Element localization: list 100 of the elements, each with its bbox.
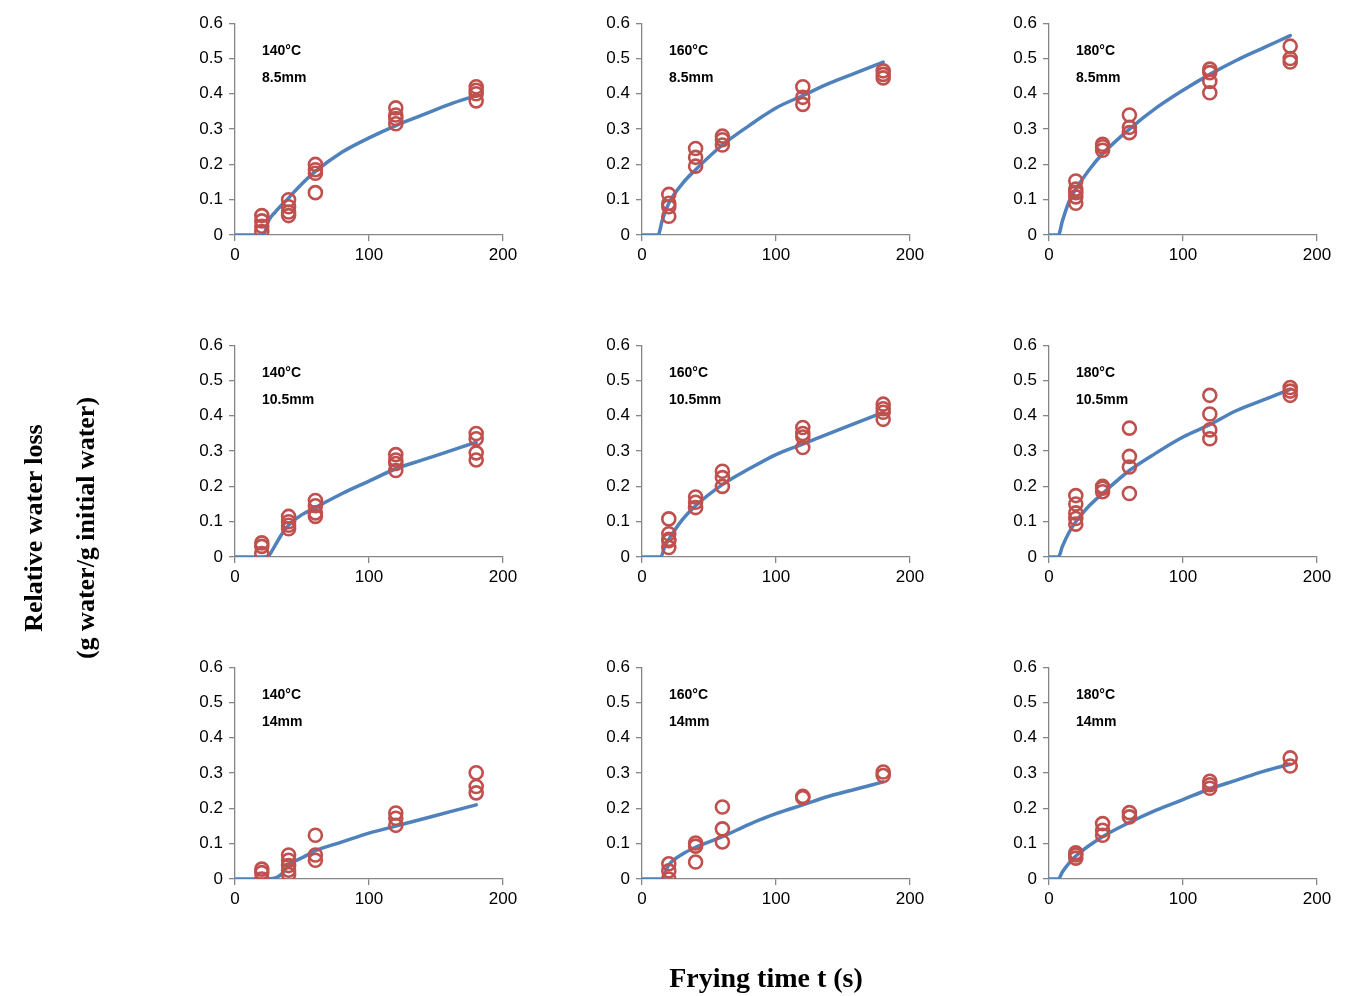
- point: [661, 539, 677, 556]
- point: [875, 400, 891, 417]
- y-tick-label: 0.3: [606, 762, 630, 782]
- point: [687, 489, 704, 505]
- y-tick-label: 0.2: [1013, 476, 1037, 496]
- x-tick-label: 100: [761, 888, 791, 908]
- point: [795, 419, 811, 436]
- point: [280, 191, 297, 208]
- y-tick-label: 0.5: [1013, 48, 1037, 68]
- annotation: 160°C: [669, 364, 709, 381]
- y-tick-label: 0.5: [1013, 370, 1037, 390]
- annotation: 14mm: [669, 713, 710, 730]
- x-tick-label: 200: [895, 244, 925, 264]
- x-tick-label: 0: [637, 566, 647, 586]
- point: [1202, 430, 1218, 447]
- point: [714, 128, 731, 144]
- y-tick-label: 0.6: [199, 656, 223, 676]
- point: [795, 89, 811, 106]
- point: [1121, 448, 1138, 465]
- annotation: 180°C: [1076, 364, 1116, 381]
- point: [1202, 406, 1218, 422]
- x-tick-label: 100: [1168, 566, 1198, 586]
- point: [875, 63, 891, 79]
- point: [1121, 119, 1138, 136]
- x-tick-label: 200: [1302, 566, 1332, 586]
- point: [1094, 827, 1111, 844]
- x-tick-label: 100: [1168, 888, 1198, 908]
- y-tick-label: 0.6: [606, 12, 630, 32]
- y-tick-label: 0.4: [199, 727, 223, 747]
- point: [875, 404, 891, 421]
- y-tick-label: 0.4: [1013, 727, 1037, 747]
- point: [307, 498, 324, 514]
- point: [875, 396, 891, 412]
- point: [795, 429, 811, 445]
- point: [1068, 505, 1084, 521]
- point: [468, 778, 484, 795]
- point: [1068, 510, 1084, 527]
- point: [1202, 422, 1218, 438]
- point: [1282, 758, 1298, 774]
- point: [254, 218, 270, 234]
- annotation: 10.5mm: [1076, 391, 1129, 408]
- point: [388, 462, 404, 479]
- y-tick-label: 0: [1027, 546, 1037, 566]
- x-tick-label: 100: [761, 566, 791, 586]
- x-tick-label: 200: [488, 566, 518, 586]
- point: [280, 198, 297, 215]
- x-tick-label: 200: [895, 888, 925, 908]
- point: [1282, 383, 1298, 399]
- point: [714, 478, 731, 495]
- y-tick-label: 0.5: [199, 692, 223, 712]
- point: [1282, 379, 1298, 396]
- point: [1202, 84, 1218, 101]
- y-tick-label: 0: [620, 224, 630, 244]
- y-tick-label: 0.5: [199, 370, 223, 390]
- y-tick-label: 0.6: [199, 12, 223, 32]
- y-tick-label: 0: [1027, 224, 1037, 244]
- y-tick-label: 0.3: [199, 762, 223, 782]
- point: [388, 107, 404, 123]
- x-tick-label: 200: [488, 244, 518, 264]
- point: [875, 70, 891, 86]
- point: [388, 110, 404, 127]
- y-tick-label: 0: [1027, 868, 1037, 888]
- annotation: 160°C: [669, 686, 709, 703]
- point: [388, 446, 404, 463]
- point: [1094, 483, 1111, 500]
- x-tick-label: 0: [230, 244, 240, 264]
- point: [388, 817, 404, 834]
- point: [307, 161, 324, 178]
- y-tick-label: 0: [213, 868, 223, 888]
- y-tick-label: 0.4: [606, 83, 630, 103]
- point: [307, 847, 324, 863]
- y-tick-label: 0.6: [606, 334, 630, 354]
- annotation: 10.5mm: [669, 391, 722, 408]
- y-tick-label: 0.1: [1013, 189, 1037, 209]
- y-tick-label: 0.5: [606, 48, 630, 68]
- point: [1202, 780, 1218, 797]
- y-tick-label: 0.2: [606, 154, 630, 174]
- point: [661, 208, 677, 225]
- x-tick-label: 200: [1302, 888, 1332, 908]
- y-tick-label: 0.1: [1013, 511, 1037, 531]
- point: [1282, 38, 1298, 54]
- point: [468, 785, 484, 801]
- y-tick-label: 0.2: [199, 154, 223, 174]
- annotation: 180°C: [1076, 686, 1116, 703]
- point: [1121, 809, 1138, 825]
- y-tick-label: 0.6: [199, 334, 223, 354]
- point: [468, 430, 484, 447]
- annotation: 14mm: [262, 713, 303, 730]
- x-tick-label: 100: [354, 244, 384, 264]
- x-tick-label: 200: [1302, 244, 1332, 264]
- y-tick-label: 0.4: [199, 83, 223, 103]
- point: [1121, 485, 1138, 502]
- y-tick-label: 0.3: [1013, 118, 1037, 138]
- point: [1068, 173, 1084, 189]
- point: [280, 207, 297, 224]
- point: [1202, 64, 1218, 81]
- y-tick-label: 0.3: [1013, 440, 1037, 460]
- point: [875, 66, 891, 83]
- x-tick-label: 100: [1168, 244, 1198, 264]
- y-tick-label: 0.6: [606, 656, 630, 676]
